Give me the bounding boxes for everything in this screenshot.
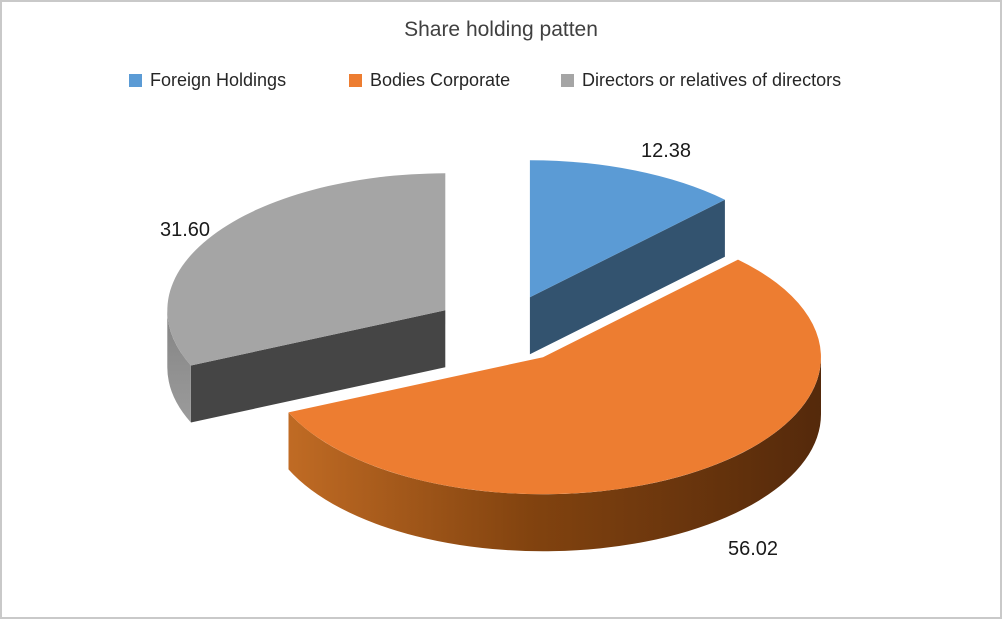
pie-slice-side-face[interactable] bbox=[190, 310, 446, 423]
chart-title: Share holding patten bbox=[404, 18, 598, 41]
legend-item-bodies-corporate[interactable]: Bodies Corporate bbox=[349, 70, 510, 91]
pie-slice-top-face[interactable] bbox=[288, 259, 821, 495]
pie-slice-rim-face[interactable] bbox=[167, 310, 191, 423]
data-label-foreign-holdings: 12.38 bbox=[641, 140, 691, 162]
data-label-bodies-corporate: 56.02 bbox=[728, 538, 778, 560]
legend-swatch-icon bbox=[129, 74, 142, 87]
pie-slice-rim-face[interactable] bbox=[288, 357, 822, 552]
pie-slice-directors-or-relatives-of-directors[interactable] bbox=[167, 173, 446, 423]
legend-item-label: Bodies Corporate bbox=[370, 70, 511, 90]
pie-slice-top-face[interactable] bbox=[167, 173, 446, 366]
pie-slice-top-face[interactable] bbox=[529, 160, 725, 298]
legend-swatch-icon bbox=[561, 74, 574, 87]
data-label-directors-or-relatives-of-directors: 31.60 bbox=[160, 219, 210, 241]
pie-slice-foreign-holdings[interactable] bbox=[529, 160, 725, 355]
pie-slice-side-face[interactable] bbox=[529, 199, 725, 355]
legend-item-label: Directors or relatives of directors bbox=[582, 70, 842, 90]
legend-item-label: Foreign Holdings bbox=[150, 70, 287, 90]
legend-item-directors-or-relatives-of-directors[interactable]: Directors or relatives of directors bbox=[561, 70, 841, 91]
legend-swatch-icon bbox=[349, 74, 362, 87]
pie-slice-bodies-corporate[interactable] bbox=[288, 259, 822, 552]
legend-item-foreign-holdings[interactable]: Foreign Holdings bbox=[129, 70, 286, 91]
